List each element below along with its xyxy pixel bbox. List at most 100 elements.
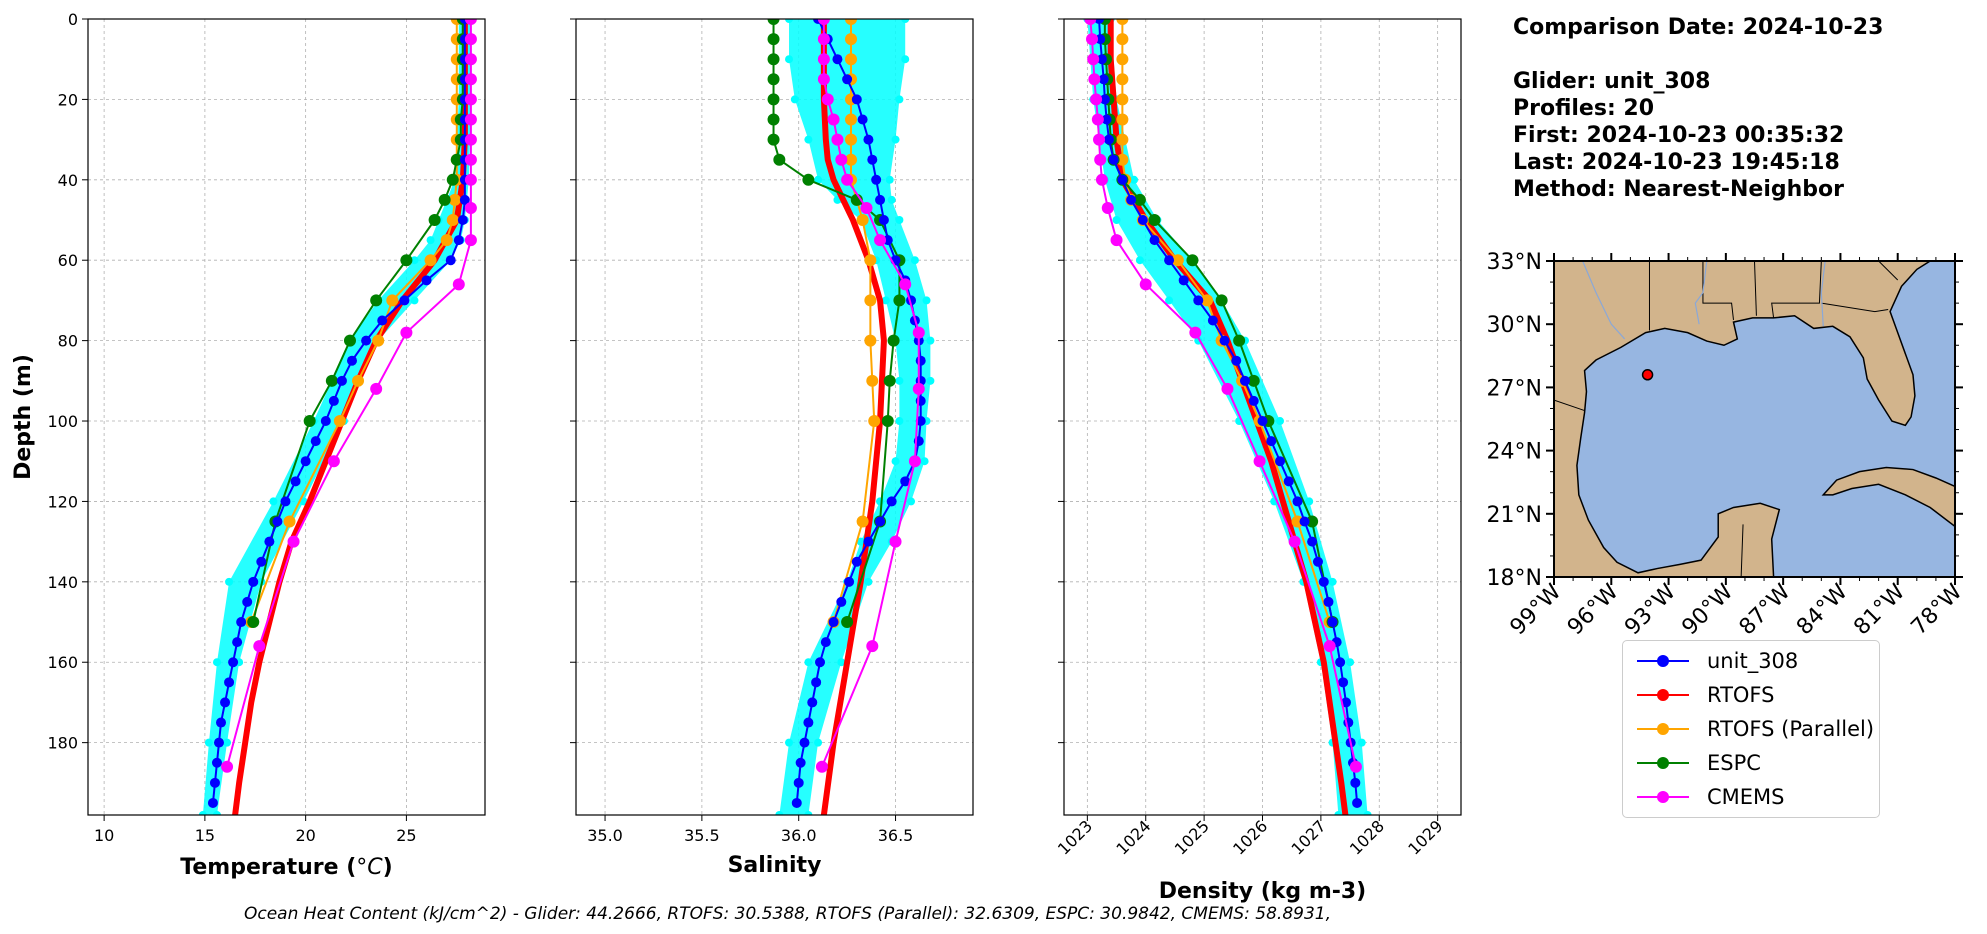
series-point-unit-308	[1103, 134, 1114, 145]
map-x-tick-label: 87°W	[1735, 579, 1796, 640]
glider-cloud-point	[864, 577, 873, 586]
series-line-unit-308	[1098, 19, 1359, 804]
series-point-unit-308	[842, 74, 853, 85]
series-point-unit-308	[1335, 657, 1346, 668]
series-point-espc	[767, 19, 780, 25]
series-point-rtofs-parallel	[446, 214, 459, 227]
series-point-cmems	[1090, 93, 1103, 106]
series-point-unit-308	[1207, 315, 1218, 326]
last-time: Last: 2024-10-23 19:45:18	[1513, 150, 1840, 175]
legend-marker	[1657, 689, 1669, 701]
series-point-unit-308	[228, 657, 239, 668]
series-point-unit-308	[236, 617, 247, 628]
series-point-rtofs-parallel	[844, 153, 857, 166]
series-point-rtofs-parallel	[864, 254, 877, 267]
y-tick-label: 100	[47, 412, 78, 431]
series-point-rtofs-parallel	[844, 133, 857, 146]
legend-swatch-rtofs	[1637, 689, 1689, 701]
map-country-border	[1735, 524, 1744, 577]
series-point-espc	[450, 153, 463, 166]
series-point-cmems	[464, 113, 477, 126]
series-point-unit-308	[1096, 54, 1107, 65]
series-point-unit-308	[1095, 34, 1106, 45]
series-point-rtofs-parallel	[866, 374, 879, 387]
series-point-cmems	[912, 382, 925, 395]
series-point-cmems	[370, 382, 383, 395]
series-point-cmems	[860, 201, 873, 214]
series-point-unit-308	[863, 536, 874, 547]
series-line-unit-308	[211, 19, 466, 804]
series-point-unit-308	[216, 717, 227, 728]
series-point-unit-308	[1323, 596, 1334, 607]
y-tick-label: 180	[47, 734, 78, 753]
plot-area	[1083, 19, 1372, 815]
series-point-espc	[773, 153, 786, 166]
series-point-unit-308	[1299, 516, 1310, 527]
glider-cloud-point	[907, 497, 916, 506]
series-point-rtofs-parallel	[1201, 294, 1214, 307]
glider-cloud-point	[426, 236, 435, 245]
glider-cloud-point	[804, 135, 813, 144]
legend-marker	[1657, 655, 1669, 667]
glider-cloud-point	[410, 256, 419, 265]
series-point-unit-308	[242, 596, 253, 607]
series-point-cmems	[221, 760, 234, 773]
glider-cloud-point	[1363, 811, 1372, 815]
x-tick-label: 1028	[1346, 816, 1388, 858]
legend: unit_308 RTOFS RTOFS (Parallel) ESPC CME…	[1622, 640, 1880, 818]
legend-item-rtofs: RTOFS	[1633, 681, 1774, 709]
series-point-cmems	[253, 640, 266, 653]
series-point-espc	[1148, 214, 1161, 227]
glider-cloud-point	[881, 296, 890, 305]
legend-label-espc: ESPC	[1707, 751, 1761, 775]
glider-cloud-point	[269, 497, 278, 506]
glider-cloud-point	[785, 738, 794, 747]
map-frame	[1553, 260, 1956, 578]
series-point-rtofs-parallel	[448, 193, 461, 206]
series-point-unit-308	[459, 194, 470, 205]
series-point-unit-308	[863, 134, 874, 145]
glider-cloud-point	[926, 376, 935, 385]
legend-marker	[1657, 757, 1669, 769]
series-point-unit-308	[207, 797, 218, 808]
series-point-rtofs-parallel	[1116, 73, 1129, 86]
series-point-unit-308	[851, 94, 862, 105]
series-point-unit-308	[811, 677, 822, 688]
series-point-espc	[247, 616, 260, 629]
glider-cloud-point	[775, 811, 784, 815]
glider-cloud-point	[895, 376, 904, 385]
map-y-tick-label: 33°N	[1487, 250, 1542, 275]
x-tick-label: 36.0	[781, 826, 817, 845]
series-point-unit-308	[857, 114, 868, 125]
series-point-unit-308	[310, 436, 321, 447]
glider-cloud-point	[1112, 216, 1121, 225]
legend-label-rtofs: RTOFS	[1707, 683, 1775, 707]
series-point-unit-308	[878, 215, 889, 226]
glider-cloud-point	[225, 577, 234, 586]
series-point-cmems	[1323, 640, 1336, 653]
series-point-rtofs-parallel	[424, 254, 437, 267]
series-point-espc	[767, 133, 780, 146]
glider-cloud-point	[785, 55, 794, 64]
series-point-unit-308	[213, 737, 224, 748]
glider-cloud-point	[895, 417, 904, 426]
series-point-cmems	[1086, 33, 1099, 46]
series-point-rtofs-parallel	[1116, 53, 1129, 66]
map-state-border	[1878, 261, 1899, 281]
map-y-tick-label: 24°N	[1487, 440, 1542, 465]
series-point-cmems	[1349, 760, 1362, 773]
x-axis-label: Temperature (°C)	[180, 855, 392, 880]
glider-cloud-point	[1346, 658, 1355, 667]
series-point-rtofs-parallel	[844, 33, 857, 46]
series-point-espc	[767, 93, 780, 106]
legend-swatch-unit-308	[1637, 655, 1689, 667]
series-point-unit-308	[844, 576, 855, 587]
glider-cloud-point	[814, 738, 823, 747]
map-cuba	[1821, 466, 1955, 528]
series-point-unit-308	[795, 757, 806, 768]
glider-cloud-point	[910, 256, 919, 265]
glider-cloud-point	[1276, 417, 1285, 426]
glider-cloud-point	[1334, 811, 1343, 815]
legend-item-unit-308: unit_308	[1633, 647, 1798, 675]
series-point-cmems	[464, 73, 477, 86]
